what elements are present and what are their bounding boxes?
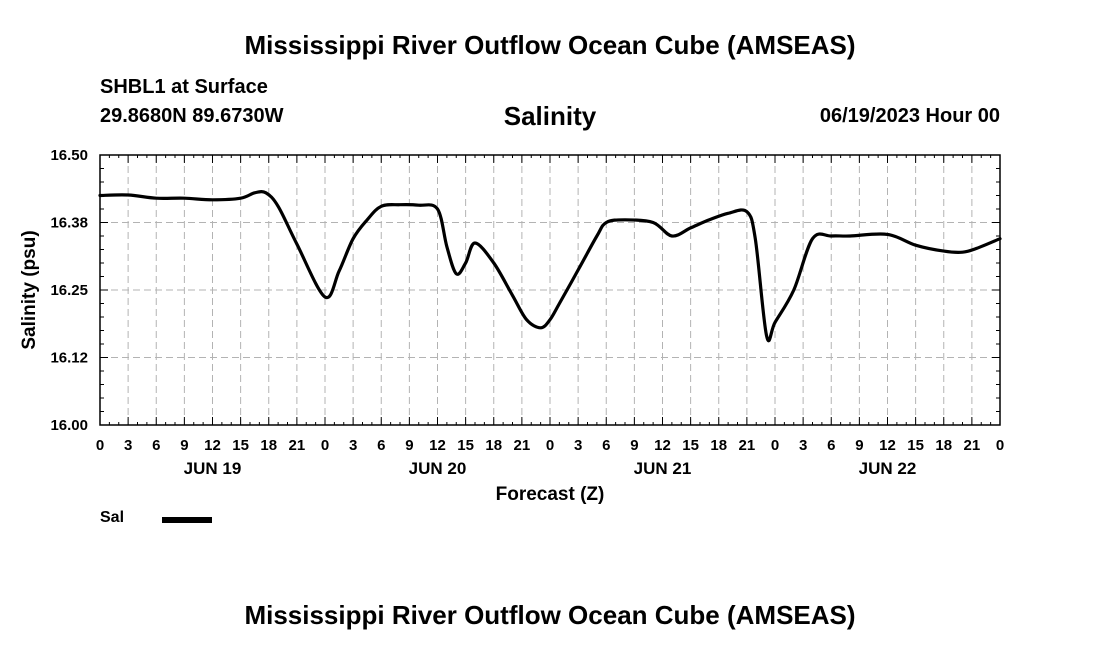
x-tick-label: 21 xyxy=(289,437,306,454)
x-tick-label: 18 xyxy=(935,437,952,454)
y-axis-title: Salinity (psu) xyxy=(19,230,40,349)
x-tick-label: 21 xyxy=(964,437,981,454)
forecast-date-time: 06/19/2023 Hour 00 xyxy=(819,105,1000,127)
series-layer xyxy=(98,189,1002,343)
x-tick-label: 9 xyxy=(180,437,188,454)
y-tick-label: 16.12 xyxy=(50,350,88,367)
x-tick-label: 12 xyxy=(429,437,446,454)
y-tick-label: 16.25 xyxy=(50,282,88,299)
x-tick-label: 18 xyxy=(260,437,277,454)
plot-frame xyxy=(99,154,1001,426)
x-date-label: JUN 20 xyxy=(409,459,467,478)
x-tick-label: 21 xyxy=(514,437,531,454)
x-tick-label: 12 xyxy=(879,437,896,454)
station-coordinates: 29.8680N 89.6730W xyxy=(100,105,284,127)
x-tick-label: 12 xyxy=(654,437,671,454)
legend-line-swatch xyxy=(162,517,212,523)
x-tick-label: 6 xyxy=(377,437,385,454)
y-tick-label: 16.50 xyxy=(50,147,88,164)
x-tick-label: 0 xyxy=(96,437,104,454)
x-tick-label: 15 xyxy=(907,437,924,454)
grid-lines xyxy=(100,155,1000,425)
station-label: SHBL1 at Surface xyxy=(100,76,268,98)
x-date-label: JUN 21 xyxy=(634,459,692,478)
x-tick-label: 9 xyxy=(855,437,863,454)
x-tick-label: 0 xyxy=(321,437,329,454)
x-tick-label: 12 xyxy=(204,437,221,454)
x-tick-label: 18 xyxy=(710,437,727,454)
series-line-sal xyxy=(98,189,1002,343)
chart-title: Salinity xyxy=(503,101,597,131)
x-tick-label: 18 xyxy=(485,437,502,454)
x-tick-label: 21 xyxy=(739,437,756,454)
footer-title: Mississippi River Outflow Ocean Cube (AM… xyxy=(244,600,856,630)
page-title: Mississippi River Outflow Ocean Cube (AM… xyxy=(244,30,856,60)
x-tick-label: 3 xyxy=(349,437,357,454)
x-axis-title: Forecast (Z) xyxy=(496,484,605,505)
axis-labels: 0 3 6 9 12 15 18 21 0 3 6 9 12 15 18 21 0 3 6 9 12 15 18 21 0 3 6 9… xyxy=(50,147,1004,478)
x-date-label: JUN 19 xyxy=(184,459,242,478)
x-tick-label: 15 xyxy=(232,437,249,454)
x-tick-label: 9 xyxy=(405,437,413,454)
x-tick-label: 6 xyxy=(152,437,160,454)
x-tick-label: 3 xyxy=(799,437,807,454)
legend-label: Sal xyxy=(100,509,125,526)
x-tick-label: 6 xyxy=(827,437,835,454)
y-tick-label: 16.00 xyxy=(50,417,88,434)
x-tick-label: 0 xyxy=(771,437,779,454)
x-tick-label: 9 xyxy=(630,437,638,454)
x-date-label: JUN 22 xyxy=(859,459,917,478)
y-tick-label: 16.38 xyxy=(50,215,88,232)
x-tick-label: 0 xyxy=(546,437,554,454)
x-tick-label: 0 xyxy=(996,437,1004,454)
x-tick-label: 6 xyxy=(602,437,610,454)
x-tick-label: 15 xyxy=(457,437,474,454)
x-tick-label: 3 xyxy=(574,437,582,454)
x-tick-label: 3 xyxy=(124,437,132,454)
x-tick-label: 15 xyxy=(682,437,699,454)
